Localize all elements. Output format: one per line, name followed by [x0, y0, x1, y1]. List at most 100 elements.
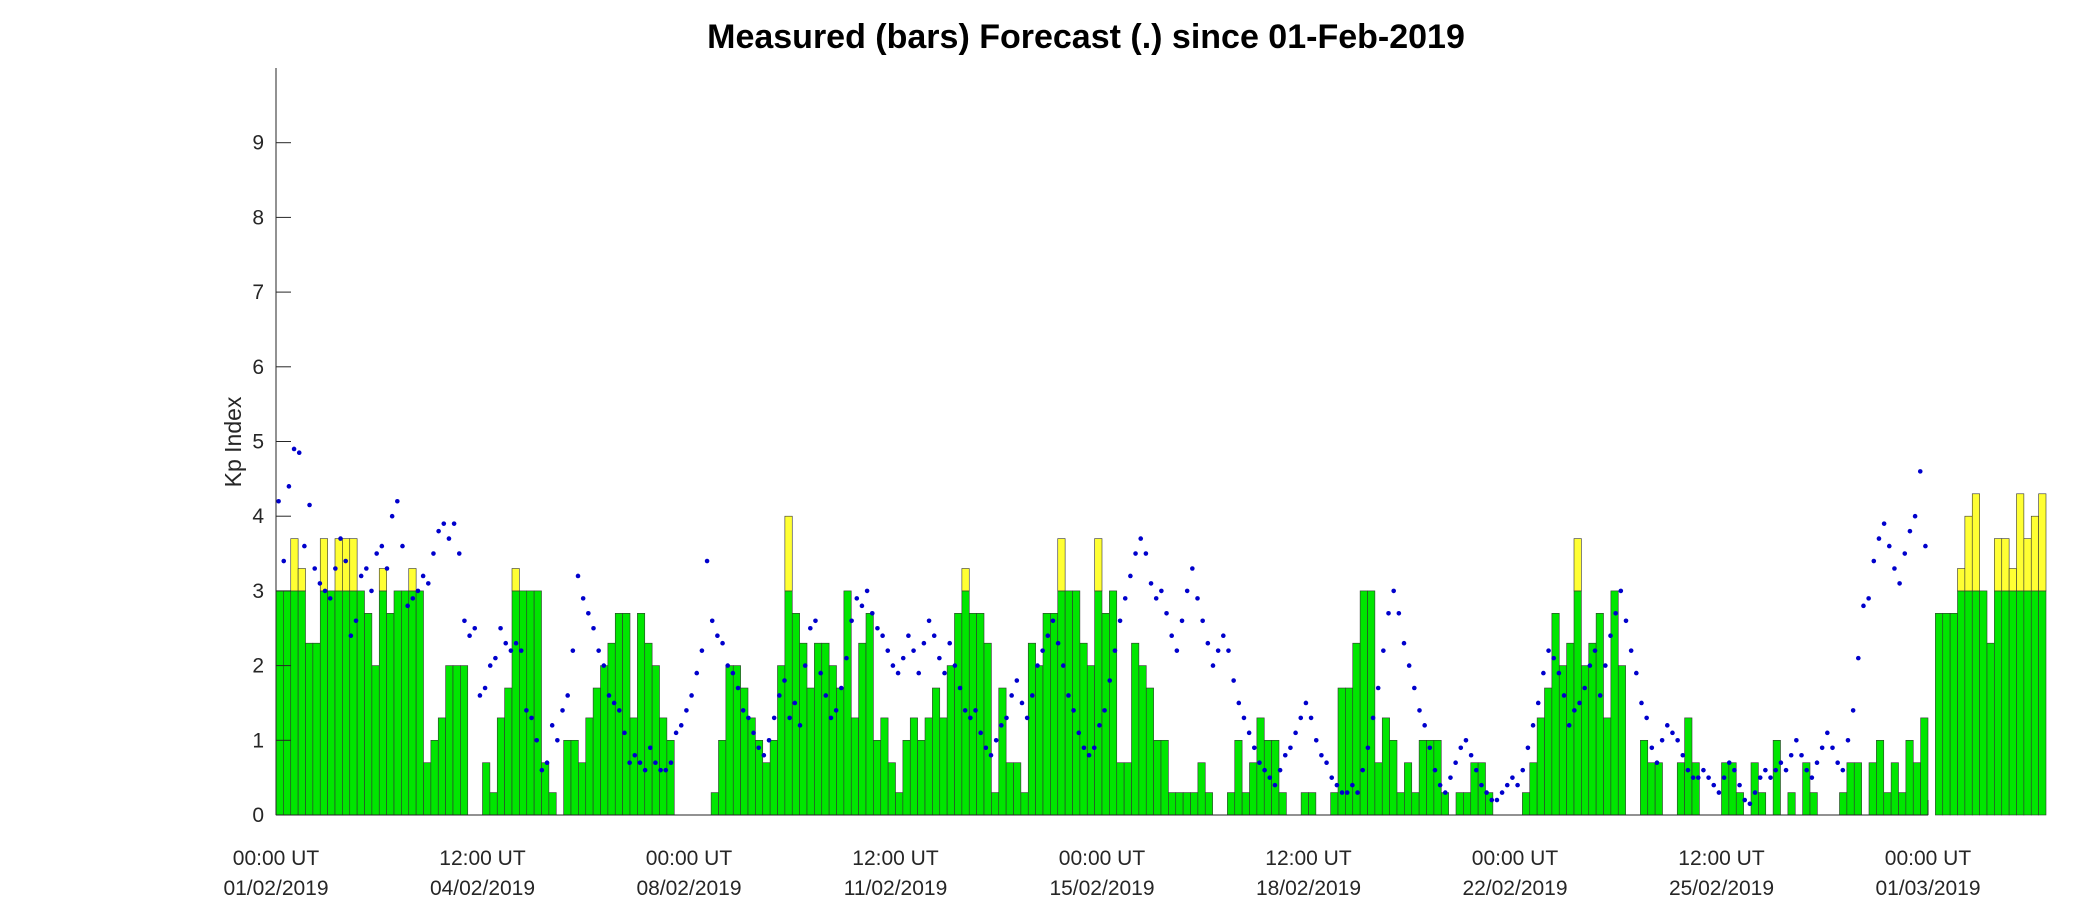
- measured-bar: [1463, 792, 1472, 816]
- bar-segment-green: [1544, 687, 1553, 816]
- forecast-point: [627, 760, 632, 766]
- bar-segment-green: [1684, 717, 1693, 816]
- forecast-point: [1546, 648, 1551, 653]
- forecast-point: [658, 767, 663, 773]
- bar-segment-green: [998, 687, 1007, 816]
- measured-bar: [1994, 538, 2003, 816]
- bar-segment-green: [946, 665, 955, 816]
- measured-bar: [519, 590, 528, 816]
- measured-bar: [1529, 762, 1538, 816]
- y-tick-label: 7: [252, 281, 264, 304]
- bar-segment-green: [1905, 739, 1914, 816]
- y-tick-label: 8: [252, 206, 264, 229]
- y-tick-label: 6: [252, 356, 264, 379]
- bar-segment-green: [578, 762, 587, 816]
- forecast-point: [1819, 745, 1825, 751]
- bar-segment-green: [275, 590, 284, 816]
- measured-bar: [1345, 687, 1354, 816]
- forecast-point: [715, 633, 720, 639]
- x-tick-label-time: 12:00 UT: [439, 847, 526, 870]
- bar-segment-green: [1168, 792, 1177, 816]
- measured-bar: [961, 568, 970, 816]
- bar-segment-green: [327, 590, 336, 816]
- forecast-point: [911, 648, 916, 653]
- bar-segment-green: [666, 739, 675, 816]
- bar-segment-green: [1898, 792, 1907, 816]
- forecast-point: [1675, 738, 1680, 743]
- bar-segment-green: [1839, 792, 1848, 816]
- forecast-point: [524, 708, 529, 713]
- forecast-point: [415, 588, 421, 594]
- bar-segment-green: [2030, 590, 2039, 816]
- measured-bar: [1558, 665, 1567, 816]
- measured-bar: [1168, 792, 1177, 816]
- measured-bar: [629, 717, 638, 816]
- bar-segment-green: [1027, 642, 1036, 816]
- bar-segment-green: [1617, 665, 1626, 816]
- forecast-point: [1024, 715, 1030, 721]
- forecast-point: [1582, 685, 1587, 691]
- measured-bar: [1979, 590, 1988, 816]
- measured-bar: [445, 665, 454, 816]
- forecast-point: [1850, 708, 1856, 713]
- bar-segment-green: [585, 717, 594, 816]
- measured-bar: [1853, 762, 1862, 816]
- forecast-point: [663, 767, 669, 773]
- forecast-point: [1773, 767, 1779, 773]
- forecast-point: [1716, 790, 1722, 795]
- forecast-point: [364, 566, 369, 571]
- forecast-point: [797, 723, 803, 728]
- measured-bar: [1787, 792, 1796, 816]
- bar-segment-green: [939, 717, 948, 816]
- bar-segment-green: [393, 590, 402, 816]
- bar-segment-green: [1536, 717, 1545, 816]
- bar-segment-green: [1964, 590, 1973, 816]
- forecast-point: [1159, 588, 1164, 594]
- measured-bar: [1935, 613, 1944, 816]
- bar-segment-green: [378, 590, 387, 816]
- measured-bar: [585, 717, 594, 816]
- forecast-point: [1613, 611, 1618, 616]
- forecast-point: [673, 730, 679, 736]
- forecast-point: [617, 708, 622, 713]
- forecast-point: [968, 715, 973, 721]
- measured-bar: [1057, 538, 1066, 816]
- bar-segment-green: [1455, 792, 1464, 816]
- forecast-point: [1830, 745, 1835, 751]
- forecast-point: [400, 543, 405, 549]
- forecast-point: [1592, 648, 1598, 653]
- measured-bar: [666, 739, 675, 816]
- bar-segment-green: [570, 739, 579, 816]
- measured-bar: [1123, 762, 1132, 816]
- forecast-point: [1334, 782, 1340, 788]
- measured-bar: [1234, 739, 1243, 816]
- forecast-point: [410, 596, 416, 601]
- bar-segment-green: [799, 642, 808, 816]
- bar-segment-green: [1190, 792, 1199, 816]
- forecast-point: [1809, 775, 1815, 780]
- measured-bar: [290, 538, 299, 816]
- forecast-point: [291, 446, 297, 452]
- forecast-point: [1329, 775, 1335, 780]
- forecast-point: [1190, 566, 1195, 571]
- measured-bar: [1920, 717, 1929, 816]
- forecast-point: [1747, 801, 1753, 807]
- bar-segment-green: [386, 613, 395, 816]
- measured-bar: [1396, 792, 1405, 816]
- bar-segment-green: [297, 590, 306, 816]
- bar-segment-green: [1522, 792, 1531, 816]
- forecast-point: [1458, 745, 1464, 751]
- bar-segment-green: [1359, 590, 1368, 816]
- x-tick-label-time: 12:00 UT: [1678, 847, 1765, 870]
- measured-bar: [1278, 792, 1287, 816]
- forecast-point: [777, 693, 782, 698]
- forecast-point: [456, 551, 462, 556]
- forecast-point: [823, 693, 829, 698]
- measured-bar: [1647, 762, 1656, 816]
- forecast-point: [1892, 566, 1897, 571]
- bar-segment-green: [1308, 792, 1317, 816]
- bar-segment-green: [401, 590, 410, 816]
- x-axis-ticks: 00:00 UT 01/02/2019 12:00 UT 04/02/2019 00:0…: [223, 847, 1980, 900]
- forecast-point: [1757, 775, 1763, 780]
- bar-segment-yellow: [2008, 568, 2017, 592]
